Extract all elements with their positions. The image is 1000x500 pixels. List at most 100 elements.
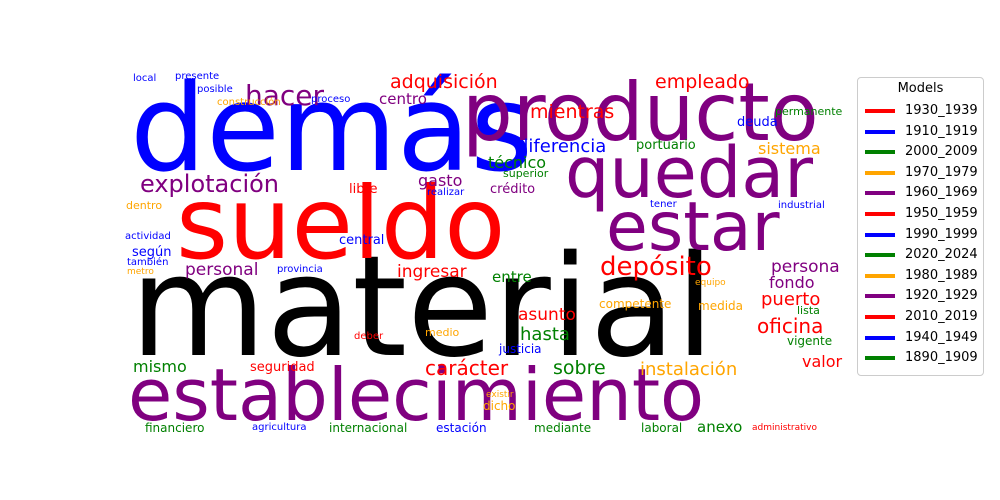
word-38: seguridad bbox=[250, 360, 315, 375]
word-16: instalación bbox=[640, 359, 737, 380]
legend: Models 1930_1939 1910_1919 2000_2009 1970_1… bbox=[857, 77, 984, 376]
word-47: justicia bbox=[498, 342, 542, 356]
legend-label: 1930_1939 bbox=[905, 103, 978, 118]
legend-label: 2010_2019 bbox=[905, 309, 978, 324]
legend-label: 1890_1909 bbox=[905, 350, 978, 366]
word-61: posible bbox=[197, 84, 233, 95]
word-49: medida bbox=[698, 299, 743, 313]
word-29: fondo bbox=[769, 273, 815, 292]
word-26: centro bbox=[379, 90, 427, 108]
word-55: provincia bbox=[277, 264, 323, 275]
legend-label: 1920_1929 bbox=[905, 288, 978, 304]
word-54: dentro bbox=[126, 199, 162, 212]
word-65: también bbox=[127, 256, 168, 268]
legend-swatch bbox=[865, 212, 895, 216]
word-60: presente bbox=[175, 71, 219, 82]
word-18: puerto bbox=[761, 289, 820, 310]
word-53: dicho bbox=[483, 399, 516, 413]
legend-label: 1950_1959 bbox=[905, 206, 978, 221]
word-33: entre bbox=[492, 268, 532, 286]
word-14: oficina bbox=[757, 314, 823, 338]
word-10: depósito bbox=[600, 252, 712, 282]
word-45: laboral bbox=[641, 421, 682, 435]
word-4: sueldo bbox=[176, 165, 505, 282]
word-32: anexo bbox=[697, 418, 742, 436]
word-20: personal bbox=[185, 260, 258, 280]
legend-swatch bbox=[865, 356, 895, 361]
legend-swatch bbox=[865, 232, 895, 237]
word-37: crédito bbox=[490, 182, 535, 197]
word-27: técnico bbox=[488, 153, 546, 172]
word-9: explotación bbox=[140, 170, 279, 198]
word-57: medio bbox=[425, 326, 460, 339]
word-62: construcción bbox=[217, 96, 281, 108]
legend-swatch bbox=[865, 191, 895, 196]
word-12: mientras bbox=[530, 101, 614, 123]
word-69: deber bbox=[354, 331, 384, 342]
word-28: gasto bbox=[418, 171, 462, 190]
word-34: libre bbox=[349, 182, 378, 197]
word-66: metro bbox=[127, 267, 154, 277]
word-50: superior bbox=[503, 167, 549, 180]
word-15: carácter bbox=[425, 356, 509, 380]
word-8: hacer bbox=[245, 79, 325, 112]
word-72: administrativo bbox=[752, 423, 817, 433]
word-25: sistema bbox=[758, 139, 821, 158]
legend-swatch bbox=[865, 335, 895, 340]
legend-swatch bbox=[865, 315, 895, 319]
word-43: estación bbox=[436, 421, 487, 435]
word-44: mediante bbox=[534, 421, 591, 435]
legend-label: 1990_1999 bbox=[905, 226, 978, 242]
legend-swatch bbox=[865, 129, 895, 134]
word-23: hasta bbox=[520, 324, 570, 345]
legend-title: Models bbox=[897, 81, 944, 96]
legend-swatch bbox=[865, 294, 895, 299]
word-39: según bbox=[132, 245, 172, 260]
legend-label: 1940_1949 bbox=[905, 329, 978, 345]
word-13: empleado bbox=[655, 71, 750, 93]
word-41: financiero bbox=[145, 421, 204, 435]
word-2: demás bbox=[130, 60, 533, 199]
word-70: existir bbox=[486, 390, 514, 400]
word-64: actividad bbox=[125, 231, 171, 242]
word-30: mismo bbox=[133, 357, 187, 376]
legend-label: 2020_2024 bbox=[905, 247, 978, 263]
word-11: adquisición bbox=[390, 71, 498, 93]
word-7: estar bbox=[606, 188, 780, 267]
word-21: ingresar bbox=[397, 262, 467, 282]
legend-swatch bbox=[865, 253, 895, 258]
word-67: realizar bbox=[427, 187, 465, 198]
legend-label: 2000_2009 bbox=[905, 144, 978, 160]
word-22: sobre bbox=[553, 357, 606, 379]
word-36: portuario bbox=[636, 138, 696, 153]
word-5: quedar bbox=[565, 132, 813, 214]
word-35: deuda bbox=[737, 115, 778, 130]
word-17: diferencia bbox=[517, 136, 606, 157]
legend-swatch bbox=[865, 150, 895, 155]
legend-label: 1970_1979 bbox=[905, 164, 978, 180]
legend-label: 1960_1969 bbox=[905, 185, 978, 201]
word-40: central bbox=[339, 233, 384, 248]
legend-swatch bbox=[865, 170, 895, 175]
word-6: establecimiento bbox=[128, 353, 704, 437]
legend-label: 1910_1919 bbox=[905, 123, 978, 139]
word-63: proceso bbox=[311, 94, 350, 105]
word-24: asunto bbox=[518, 305, 576, 325]
word-3: producto bbox=[462, 66, 819, 159]
word-31: valor bbox=[802, 352, 843, 371]
word-52: permanente bbox=[775, 105, 843, 118]
legend-label: 1980_1989 bbox=[905, 267, 978, 283]
word-46: vigente bbox=[787, 334, 832, 348]
word-59: local bbox=[133, 73, 156, 84]
word-48: competente bbox=[599, 297, 671, 311]
word-51: lista bbox=[797, 304, 820, 317]
word-1: material bbox=[130, 226, 714, 389]
word-68: tener bbox=[650, 199, 678, 210]
word-71: equipo bbox=[695, 278, 726, 288]
legend-swatch bbox=[865, 109, 895, 113]
word-19: persona bbox=[771, 257, 840, 277]
word-58: industrial bbox=[778, 200, 825, 211]
word-56: agricultura bbox=[252, 422, 306, 433]
legend-swatch bbox=[865, 273, 895, 278]
